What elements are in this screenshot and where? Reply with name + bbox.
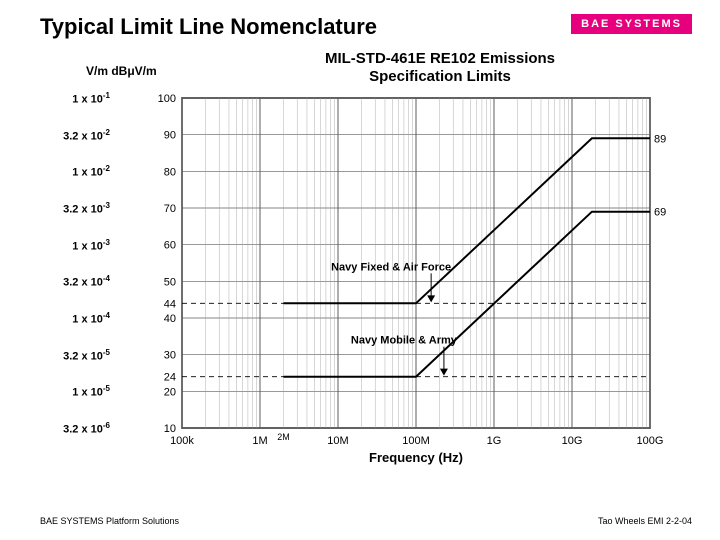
svg-text:44: 44	[164, 298, 176, 310]
vm-label: 1 x 10-2	[36, 164, 110, 179]
vm-label: 3.2 x 10-4	[36, 274, 110, 289]
svg-text:Navy Mobile & Army: Navy Mobile & Army	[351, 335, 458, 347]
vm-label: 3.2 x 10-3	[36, 201, 110, 216]
svg-text:69: 69	[654, 207, 666, 219]
vm-label: 1 x 10-1	[36, 91, 110, 106]
vm-label: 1 x 10-3	[36, 238, 110, 253]
footer-right: Tao Wheels EMI 2-2-04	[598, 516, 692, 526]
vm-label: 1 x 10-4	[36, 311, 110, 326]
svg-text:100k: 100k	[170, 435, 194, 447]
chart-svg: 10 20 30 40 50 60 70 80 90 100 100k 1M 10M 100M 1G 10G 1…	[150, 90, 670, 470]
vm-column-header: V/m dBμV/m	[86, 64, 157, 78]
svg-text:10G: 10G	[562, 435, 583, 447]
page-title: Typical Limit Line Nomenclature	[40, 14, 377, 40]
brand-logo: BAE SYSTEMS	[571, 14, 692, 34]
svg-text:100: 100	[158, 93, 176, 105]
chart-subtitle: MIL-STD-461E RE102 Emissions Specificati…	[290, 50, 590, 86]
svg-text:100G: 100G	[637, 435, 664, 447]
svg-text:10M: 10M	[327, 435, 348, 447]
svg-text:89: 89	[654, 133, 666, 145]
re102-chart: 10 20 30 40 50 60 70 80 90 100 100k 1M 10M 100M 1G 10G 1…	[150, 90, 670, 470]
svg-text:Frequency (Hz): Frequency (Hz)	[369, 450, 463, 465]
svg-text:1M: 1M	[252, 435, 267, 447]
svg-text:2M: 2M	[277, 432, 290, 442]
svg-text:70: 70	[164, 203, 176, 215]
vm-label: 1 x 10-5	[36, 384, 110, 399]
svg-text:30: 30	[164, 350, 176, 362]
svg-text:100M: 100M	[402, 435, 430, 447]
svg-text:10: 10	[164, 423, 176, 435]
svg-text:1G: 1G	[487, 435, 502, 447]
slide: Typical Limit Line Nomenclature BAE SYST…	[0, 0, 720, 540]
svg-text:80: 80	[164, 166, 176, 178]
vm-label: 3.2 x 10-5	[36, 348, 110, 363]
vm-label: 3.2 x 10-2	[36, 128, 110, 143]
svg-text:20: 20	[164, 386, 176, 398]
vm-label: 3.2 x 10-6	[36, 421, 110, 436]
svg-text:40: 40	[164, 313, 176, 325]
svg-text:50: 50	[164, 276, 176, 288]
footer-left: BAE SYSTEMS Platform Solutions	[40, 516, 179, 526]
svg-text:Navy Fixed & Air Force: Navy Fixed & Air Force	[331, 261, 451, 273]
svg-text:60: 60	[164, 240, 176, 252]
svg-text:24: 24	[164, 372, 176, 384]
svg-text:90: 90	[164, 130, 176, 142]
